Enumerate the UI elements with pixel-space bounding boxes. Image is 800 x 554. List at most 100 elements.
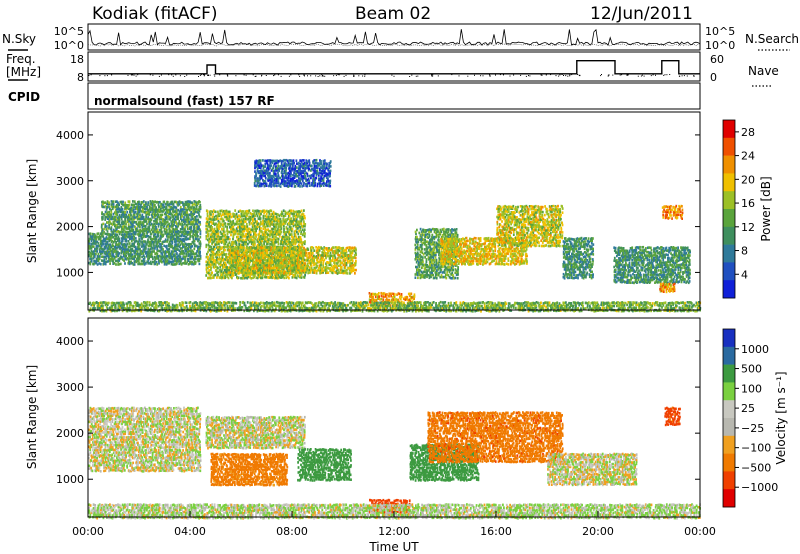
nave-point <box>619 74 621 76</box>
echo-cell <box>120 215 123 219</box>
echo-cell <box>103 205 106 209</box>
nsearch-label: N.Search <box>745 32 799 46</box>
echo-cell <box>148 242 151 245</box>
echo-cell <box>98 262 101 265</box>
echo-cell <box>97 255 100 258</box>
echo-cell <box>285 169 287 172</box>
power-echoes <box>88 158 702 313</box>
echo-cell <box>195 222 197 225</box>
echo-cell <box>151 240 154 244</box>
echo-cell <box>258 251 261 254</box>
echo-cell <box>261 243 263 247</box>
echo-cell <box>210 276 212 280</box>
echo-cell <box>133 203 136 207</box>
nave-point <box>555 75 557 77</box>
echo-cell <box>346 246 349 250</box>
echo-cell <box>255 172 257 175</box>
echo-cell <box>113 215 116 219</box>
echo-cell <box>191 249 193 252</box>
echo-cell <box>124 211 126 214</box>
echo-cell <box>103 231 105 234</box>
echo-cell <box>122 230 124 234</box>
echo-cell <box>136 223 139 226</box>
nave-point <box>274 74 276 76</box>
nave-point <box>317 76 319 77</box>
nave-point <box>319 75 321 77</box>
echo-cell <box>175 233 177 236</box>
echo-cell <box>339 247 342 250</box>
echo-cell <box>143 263 146 266</box>
echo-cell <box>164 252 167 255</box>
echo-cell <box>142 200 145 203</box>
echo-cell <box>118 239 121 243</box>
echo-cell <box>145 215 147 218</box>
echo-cell <box>171 260 174 263</box>
echo-cell <box>290 230 293 233</box>
echo-cell <box>92 256 95 260</box>
echo-cell <box>325 264 328 267</box>
nave-point <box>559 74 561 76</box>
echo-cell <box>131 242 134 246</box>
echo-cell <box>120 230 123 233</box>
echo-cell <box>169 228 171 232</box>
echo-cell <box>118 242 120 245</box>
echo-cell <box>114 223 116 226</box>
echo-cell <box>156 257 159 260</box>
echo-cell <box>172 263 175 266</box>
echo-cell <box>131 249 134 253</box>
echo-cell <box>181 218 183 222</box>
echo-cell <box>277 164 280 168</box>
echo-cell <box>116 223 118 227</box>
echo-cell <box>166 200 169 204</box>
echo-cell <box>134 202 137 206</box>
echo-cell <box>297 232 300 236</box>
echo-cell <box>169 239 172 243</box>
echo-cell <box>92 245 95 248</box>
echo-cell <box>196 215 198 218</box>
echo-cell <box>148 248 151 251</box>
echo-cell <box>187 263 190 266</box>
echo-cell <box>261 259 264 263</box>
echo-cell <box>139 262 141 266</box>
echo-cell <box>135 253 138 256</box>
echo-cell <box>140 229 142 233</box>
echo-cell <box>123 221 125 224</box>
echo-cell <box>177 248 179 251</box>
echo-cell <box>135 215 138 219</box>
echo-cell <box>95 242 97 245</box>
echo-cell <box>332 257 334 260</box>
echo-cell <box>301 259 304 262</box>
echo-cell <box>132 208 135 212</box>
echo-cell <box>267 179 270 182</box>
echo-cell <box>168 232 170 236</box>
echo-cell <box>120 206 123 209</box>
echo-cell <box>130 252 132 255</box>
echo-cell <box>162 255 165 259</box>
echo-cell <box>288 230 291 234</box>
echo-cell <box>168 255 171 259</box>
echo-cell <box>215 241 218 244</box>
echo-cell <box>280 225 283 228</box>
echo-cell <box>177 254 179 258</box>
echo-cell <box>164 258 167 261</box>
nave-point <box>207 75 209 76</box>
echo-cell <box>96 247 99 250</box>
echo-cell <box>199 221 201 224</box>
echo-cell <box>189 257 192 260</box>
echo-cell <box>124 205 126 208</box>
echo-cell <box>147 240 149 244</box>
freq-label-line2: [MHz] <box>6 65 41 79</box>
echo-cell <box>189 249 191 253</box>
echo-cell <box>185 254 188 258</box>
echo-cell <box>199 235 202 239</box>
echo-cell <box>94 261 96 265</box>
echo-cell <box>107 260 109 263</box>
echo-cell <box>105 260 108 263</box>
echo-cell <box>289 177 292 181</box>
echo-cell <box>140 233 142 237</box>
echo-cell <box>306 254 308 257</box>
echo-cell <box>191 252 193 256</box>
echo-cell <box>115 250 117 253</box>
echo-cell <box>94 235 96 238</box>
echo-cell <box>342 246 345 250</box>
